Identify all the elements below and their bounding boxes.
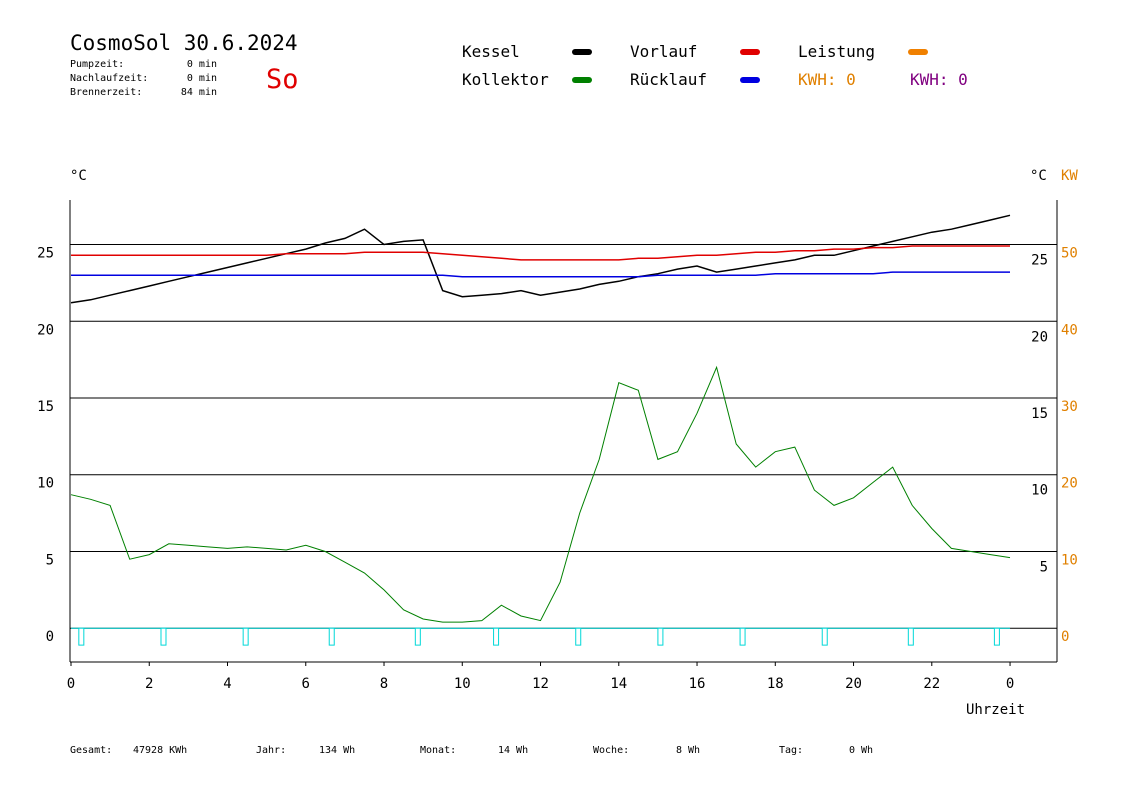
y2-tick-label: 20 (1061, 476, 1078, 492)
total-label: Woche: (593, 745, 629, 756)
y-tick-label-right: 10 (1031, 483, 1048, 499)
y-tick-label: 0 (46, 629, 54, 645)
x-tick-label: 16 (689, 676, 706, 692)
stat-label: Pumpzeit: (70, 59, 124, 70)
stat-value: 0 min (187, 59, 217, 70)
pulse (739, 627, 746, 646)
y-tick-label-right: 15 (1031, 406, 1048, 422)
total-value: 47928 KWh (133, 745, 187, 756)
x-tick-label: 8 (380, 676, 388, 692)
y-tick-label-right: 20 (1031, 329, 1048, 345)
y-tick-label-right: 5 (1040, 559, 1048, 575)
x-tick-label: 12 (532, 676, 549, 692)
pulse (993, 627, 1000, 646)
pulse (493, 627, 500, 646)
x-tick-label: 10 (454, 676, 471, 692)
total-value: 8 Wh (676, 745, 700, 756)
y-tick-label: 15 (37, 399, 54, 415)
total-label: Gesamt: (70, 745, 112, 756)
series-line (70, 365, 1011, 623)
series-line (71, 245, 1010, 261)
x-label: Uhrzeit (966, 702, 1025, 718)
y-label: °C (70, 168, 87, 184)
kwh: KWH: 0 (798, 70, 856, 89)
pulse (657, 627, 664, 646)
stat-value: 0 min (187, 73, 217, 84)
y2-tick-label: 50 (1061, 246, 1078, 262)
series-line (70, 214, 1011, 304)
y2-tick-label: 0 (1061, 629, 1069, 645)
legend-label: Leistung (798, 42, 875, 61)
y2-tick-label: 10 (1061, 552, 1078, 568)
x-tick-label: 18 (767, 676, 784, 692)
pulse (78, 627, 85, 646)
pulse (414, 627, 421, 646)
title: CosmoSol 30.6.2024 (70, 31, 298, 55)
y-tick-label: 20 (37, 322, 54, 338)
stat-label: Nachlaufzeit: (70, 73, 148, 84)
x-tick-label: 0 (67, 676, 75, 692)
legend-label: Kollektor (462, 70, 549, 89)
x-tick-label: 2 (145, 676, 153, 692)
legend-label: Vorlauf (630, 42, 697, 61)
pulse (575, 627, 582, 646)
pulse (160, 627, 167, 646)
day: So (266, 64, 299, 95)
y2-label: KW (1061, 168, 1078, 184)
series-line (71, 271, 1010, 278)
total-value: 134 Wh (319, 745, 355, 756)
y-tick-label: 10 (37, 476, 54, 492)
y-tick-label-right: 25 (1031, 253, 1048, 269)
y-label-right: °C (1030, 168, 1047, 184)
kwh: KWH: 0 (910, 70, 968, 89)
legend-label: Rücklauf (630, 70, 707, 89)
x-tick-label: 14 (610, 676, 627, 692)
total-label: Tag: (779, 745, 803, 756)
total-value: 14 Wh (498, 745, 528, 756)
x-tick-label: 4 (223, 676, 231, 692)
pulse (907, 627, 914, 646)
pulse (821, 627, 828, 646)
y2-tick-label: 40 (1061, 322, 1078, 338)
y2-tick-label: 30 (1061, 399, 1078, 415)
pulse (242, 627, 249, 646)
x-tick-label: 22 (923, 676, 940, 692)
total-label: Monat: (420, 745, 456, 756)
x-tick-label: 0 (1006, 676, 1014, 692)
pulse (328, 627, 335, 646)
x-tick-label: 20 (845, 676, 862, 692)
total-label: Jahr: (256, 745, 286, 756)
stat-label: Brennerzeit: (70, 87, 142, 98)
x-tick-label: 6 (302, 676, 310, 692)
y-tick-label: 5 (46, 552, 54, 568)
stat-value: 84 min (181, 87, 217, 98)
legend-label: Kessel (462, 42, 520, 61)
total-value: 0 Wh (849, 745, 873, 756)
y-tick-label: 25 (37, 246, 54, 262)
